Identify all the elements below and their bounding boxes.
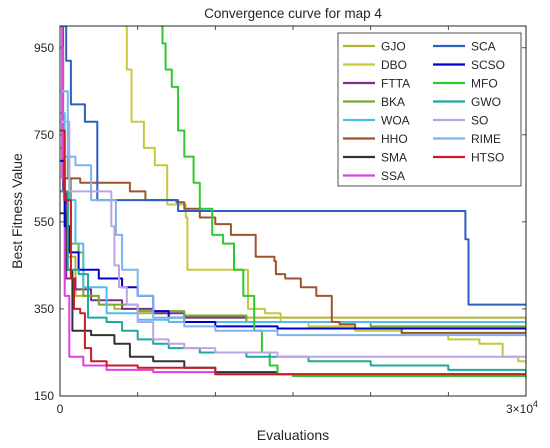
x-exponent-base: 3×10	[506, 402, 533, 416]
x-exponent-power: 4	[533, 399, 538, 409]
x-axis-label: Evaluations	[257, 427, 329, 443]
legend-label-ssa: SSA	[381, 169, 405, 183]
series-line-hho	[60, 26, 526, 336]
legend-box	[337, 32, 522, 187]
series-line-htso	[60, 129, 526, 376]
y-tick-label: 150	[34, 389, 54, 403]
series-line-so	[60, 120, 526, 358]
x-tick-label-first: 0	[57, 402, 64, 416]
legend-label-scso: SCSO	[471, 58, 505, 72]
legend-label-htso: HTSO	[471, 151, 504, 165]
legend-items: GJO DBO FTTA BKA WOA HHO SMA SSA SCA SCSO MFO GWO SO…	[343, 40, 505, 183]
legend-label-ftta: FTTA	[381, 77, 410, 91]
legend-label-gjo: GJO	[381, 40, 406, 54]
y-tick-label: 550	[34, 215, 54, 229]
legend-label-dbo: DBO	[381, 58, 407, 72]
x-exponent-label: 3×104	[506, 399, 538, 416]
legend-label-mfo: MFO	[471, 77, 498, 91]
legend-label-sma: SMA	[381, 151, 407, 165]
series-line-sca	[60, 26, 526, 306]
series-line-mfo	[161, 26, 526, 377]
series-lines	[60, 26, 526, 378]
legend-label-so: SO	[471, 114, 488, 128]
legend-label-bka: BKA	[381, 95, 405, 109]
legend-label-woa: WOA	[381, 114, 410, 128]
series-line-dbo	[125, 26, 526, 364]
chart-title: Convergence curve for map 4	[204, 6, 382, 21]
y-tick-label: 350	[34, 302, 54, 316]
plot-frame	[59, 25, 527, 397]
y-tick-label: 950	[34, 41, 54, 55]
legend-label-sca: SCA	[471, 40, 496, 54]
series-line-sma	[60, 212, 526, 378]
legend-label-rime: RIME	[471, 132, 501, 146]
legend-label-gwo: GWO	[471, 95, 501, 109]
y-tick-label: 750	[34, 128, 54, 142]
series-line-gwo	[60, 190, 526, 373]
legend: GJO DBO FTTA BKA WOA HHO SMA SSA SCA SCSO MFO GWO SO…	[337, 32, 522, 187]
y-axis-label: Best Fitness Value	[9, 153, 25, 269]
y-tick-labels: 150 350 550 750 950	[34, 41, 54, 403]
legend-label-hho: HHO	[381, 132, 408, 146]
series-line-rime	[60, 90, 526, 338]
